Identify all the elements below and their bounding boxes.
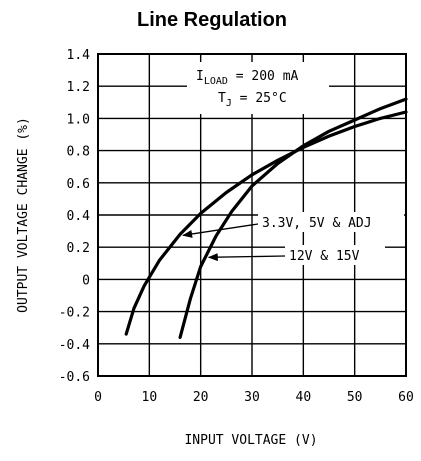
load-current-symbol: I [196,69,204,84]
test-conditions: ILOAD = 200 mA TJ = 25°C [187,62,329,114]
load-current-value: = 200 mA [228,69,299,84]
annotations: 3.3V, 5V & ADJ 12V & 15V [182,212,404,265]
y-tick-label-5: 0.4 [67,209,91,224]
y-tick-label-3: 0 [82,273,90,288]
plot-frame [97,53,407,377]
load-current-label: ILOAD = 200 mA [196,69,299,87]
tick-labels: 0 10 20 30 40 50 60 -0.6 -0.4 -0.2 0 0.2 0.4 0.6 0.8 1.… [59,48,414,405]
y-tick-label-2: -0.2 [59,306,90,321]
x-tick-label-3: 30 [244,390,260,405]
y-tick-label-10: 1.4 [67,48,91,63]
junction-temp-subscript: J [226,98,232,109]
x-tick-label-5: 50 [347,390,363,405]
y-tick-label-8: 1.0 [67,112,90,127]
y-tick-label-9: 1.2 [67,80,90,95]
plot-border [97,53,407,377]
chart-title: Line Regulation [137,9,287,31]
y-axis-label: OUTPUT VOLTAGE CHANGE (%) [16,117,31,313]
x-axis-label: INPUT VOLTAGE (V) [184,433,317,448]
x-tick-label-0: 0 [94,390,102,405]
junction-temp-label: TJ = 25°C [218,91,287,109]
annotation-1-background [258,212,404,232]
y-tick-label-1: -0.4 [59,338,90,353]
test-conditions-background [187,62,329,114]
x-tick-label-1: 10 [142,390,158,405]
annotation-arrow-0 [182,223,259,238]
x-tick-label-6: 60 [398,390,414,405]
series-line-1 [178,97,408,339]
series-line-0 [124,110,408,336]
y-tick-label-4: 0.2 [67,241,90,256]
annotation-2-background [285,245,385,265]
load-current-subscript: LOAD [204,76,228,87]
annotation-arrow-1 [207,253,286,262]
junction-temp-value: = 25°C [232,91,287,106]
series-layer [124,97,408,339]
y-tick-label-6: 0.6 [67,177,90,192]
x-tick-label-4: 40 [296,390,312,405]
annotation-label-low-voltage: 3.3V, 5V & ADJ [262,216,372,231]
annotation-label-high-voltage: 12V & 15V [289,249,360,264]
x-tick-label-2: 20 [193,390,209,405]
junction-temp-symbol: T [218,91,226,106]
y-tick-label-0: -0.6 [59,370,90,385]
y-tick-label-7: 0.8 [67,145,90,160]
